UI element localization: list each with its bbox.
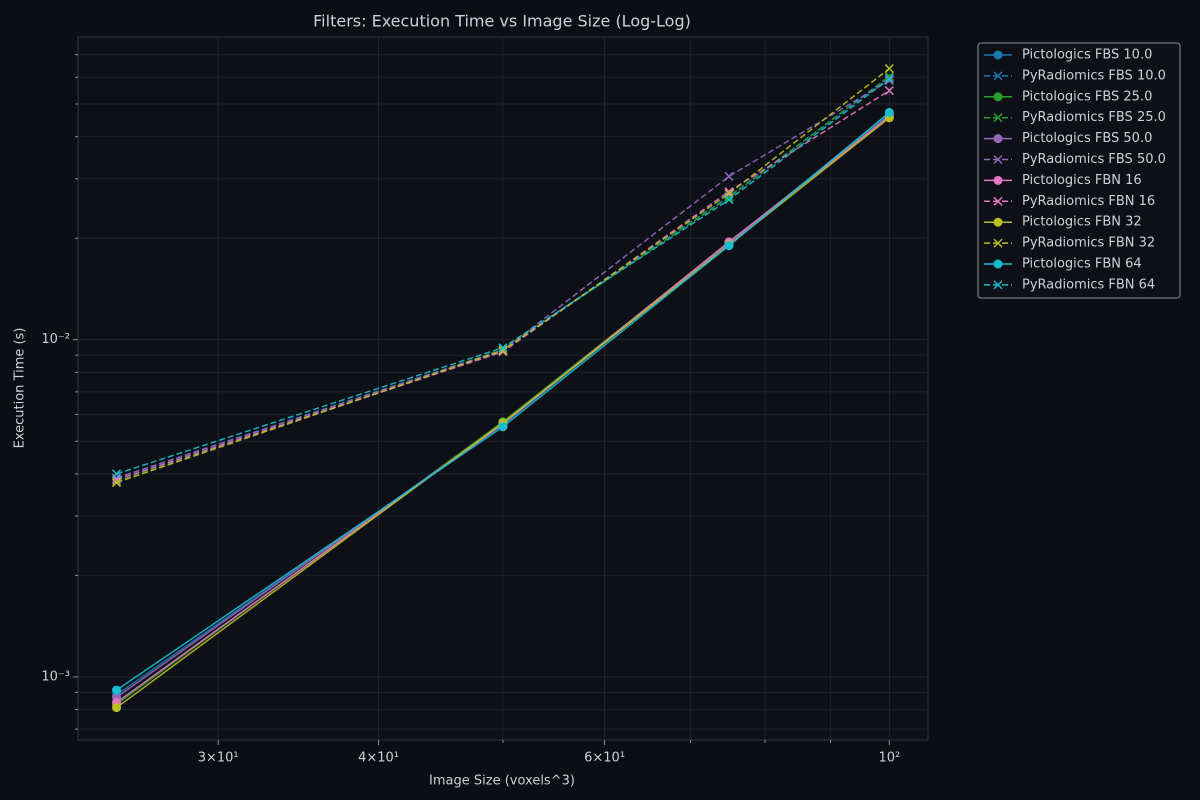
- series-line: [116, 111, 890, 691]
- point-marker: [498, 345, 508, 355]
- point-marker: [112, 469, 122, 479]
- point-marker: [724, 187, 734, 197]
- legend-marker: [993, 71, 1003, 81]
- x-tick-label: 10²: [878, 751, 900, 766]
- legend-label: PyRadiomics FBS 50.0: [1022, 152, 1166, 167]
- point-marker: [884, 75, 894, 86]
- legend-label: PyRadiomics FBN 32: [1022, 236, 1155, 251]
- legend-marker: [993, 113, 1003, 123]
- point-marker: [498, 347, 508, 357]
- legend-marker: [993, 238, 1003, 248]
- series-line: [116, 89, 890, 481]
- y-tick-label: 10⁻²: [41, 332, 70, 347]
- legend-label: PyRadiomics FBN 64: [1022, 277, 1155, 292]
- legend-marker: [993, 280, 1003, 290]
- legend-label: Pictologics FBN 64: [1022, 257, 1142, 272]
- point-marker: [884, 71, 894, 81]
- legend-label: Pictologics FBS 10.0: [1022, 48, 1152, 63]
- legend-label: PyRadiomics FBS 25.0: [1022, 110, 1166, 125]
- point-marker: [112, 703, 122, 713]
- x-axis-label: Image Size (voxels^3): [429, 774, 575, 789]
- series-line: [116, 79, 890, 479]
- series-line: [116, 78, 890, 475]
- legend-box: [977, 42, 1181, 299]
- point-marker: [724, 241, 734, 251]
- legend-label: Pictologics FBS 25.0: [1022, 89, 1152, 104]
- legend-marker: [993, 92, 1003, 102]
- legend-marker: [993, 154, 1003, 165]
- legend-label: PyRadiomics FBN 16: [1022, 194, 1155, 209]
- y-tick-label: 10⁻³: [41, 669, 70, 684]
- point-marker: [884, 74, 894, 84]
- point-marker: [884, 107, 894, 117]
- point-marker: [498, 343, 508, 353]
- legend-label: Pictologics FBN 32: [1022, 215, 1142, 230]
- legend-marker: [993, 50, 1003, 60]
- point-marker: [724, 171, 734, 181]
- point-marker: [112, 478, 122, 488]
- legend-label: Pictologics FBN 16: [1022, 173, 1142, 188]
- chart-title: Filters: Execution Time vs Image Size (L…: [313, 12, 691, 31]
- point-marker: [112, 685, 122, 695]
- series-line: [116, 67, 890, 484]
- legend-marker: [993, 134, 1003, 144]
- x-tick-label: 6×10¹: [584, 751, 625, 766]
- point-marker: [724, 195, 734, 205]
- series-line: [116, 117, 890, 709]
- y-axis-label: Execution Time (s): [13, 328, 28, 449]
- legend-marker: [993, 217, 1003, 227]
- legend-marker: [993, 259, 1003, 269]
- legend-marker: [993, 196, 1003, 206]
- point-marker: [884, 86, 894, 96]
- legend-label: PyRadiomics FBS 10.0: [1022, 68, 1166, 83]
- legend-label: Pictologics FBS 50.0: [1022, 131, 1152, 146]
- x-tick-label: 4×10¹: [358, 751, 399, 766]
- point-marker: [884, 63, 894, 74]
- legend-marker: [993, 175, 1003, 185]
- point-marker: [498, 422, 508, 432]
- x-tick-label: 3×10¹: [198, 751, 239, 766]
